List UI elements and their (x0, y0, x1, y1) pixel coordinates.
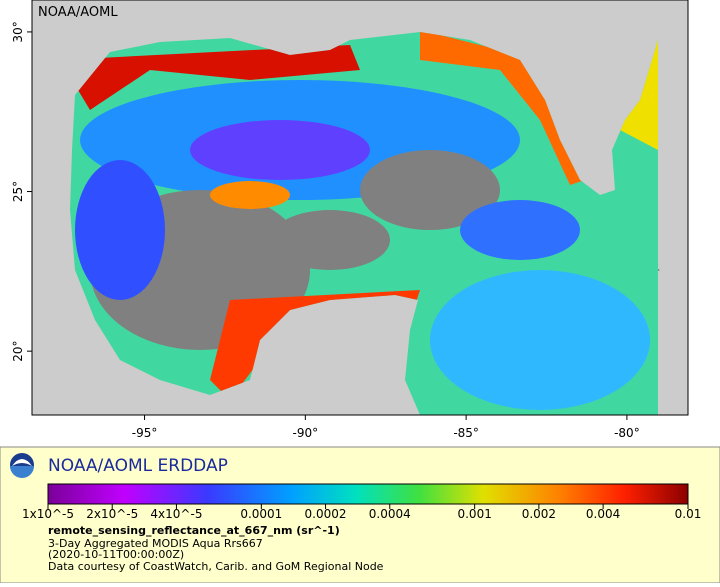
colorbar-tick-label: 4x10^-5 (150, 507, 202, 521)
y-tick-label: 25° (11, 181, 25, 202)
y-tick-label: 30° (11, 21, 25, 42)
y-tick-label: 20° (11, 341, 25, 362)
watermark: NOAA/AOML (38, 5, 118, 20)
colorbar-tick-label: 0.0002 (305, 507, 347, 521)
x-tick-label: -80° (614, 426, 640, 440)
dataset: 3-Day Aggregated MODIS Aqua Rrs667 (48, 537, 263, 550)
colorbar-tick-label: 0.0004 (369, 507, 411, 521)
colorbar-tick-label: 0.0001 (240, 507, 282, 521)
colorbar (47, 483, 689, 505)
colorbar-tick-label: 1x10^-5 (22, 507, 74, 521)
colorbar-ticks: 1x10^-5 2x10^-5 4x10^-5 0.0001 0.0002 0.0004 0… (22, 504, 701, 521)
colorbar-tick-label: 0.002 (522, 507, 556, 521)
map-frame (31, 0, 689, 416)
colorbar-tick-label: 2x10^-5 (86, 507, 138, 521)
variable: remote_sensing_reflectance_at_667_nm (sr… (48, 524, 340, 537)
colorbar-tick-label: 0.004 (586, 507, 620, 521)
credit: Data courtesy of CoastWatch, Carib. and … (48, 560, 384, 573)
legend-title: NOAA/AOML ERDDAP (48, 456, 228, 476)
x-tick-label: -95° (132, 426, 158, 440)
x-tick-label: -85° (453, 426, 479, 440)
axes: -95° -90° -85° -80° 30° 25° 20° (11, 21, 640, 440)
noaa-logo (10, 453, 34, 478)
legend-panel (0, 446, 720, 584)
x-tick-label: -90° (293, 426, 319, 440)
time: (2020-10-11T00:00:00Z) (48, 548, 184, 561)
colorbar-tick-label: 0.01 (675, 507, 702, 521)
colorbar-tick-label: 0.001 (457, 507, 491, 521)
